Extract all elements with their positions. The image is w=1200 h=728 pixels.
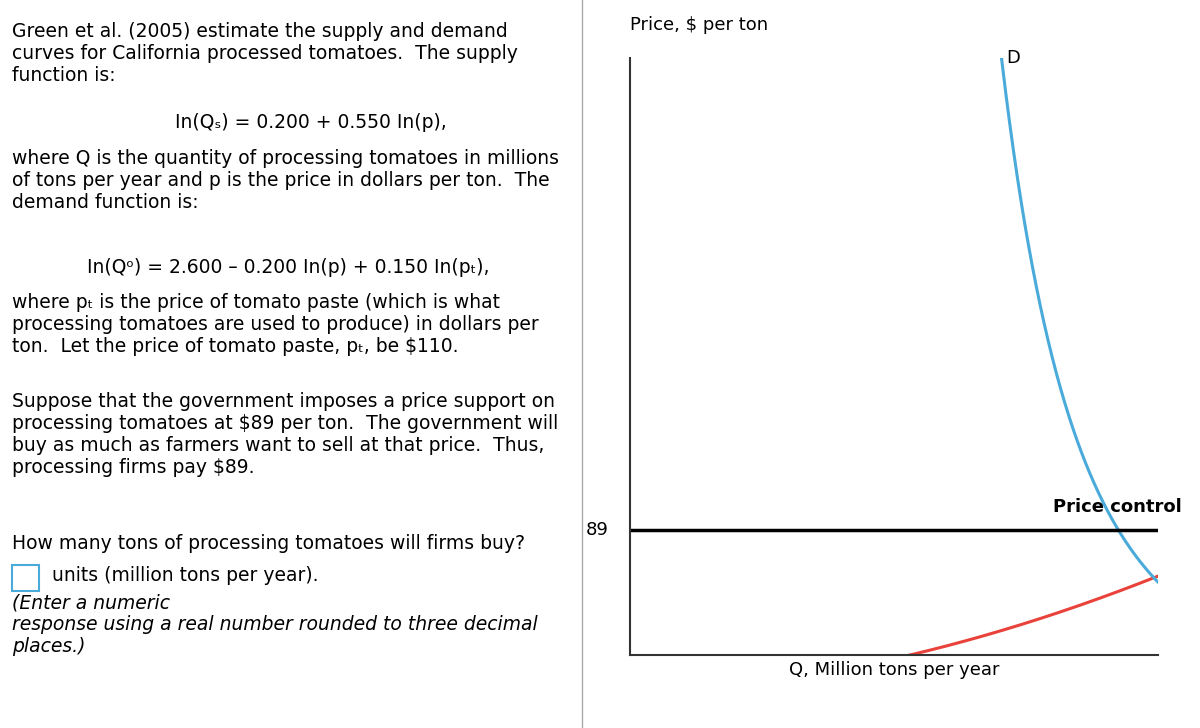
Text: where pₜ is the price of tomato paste (which is what
processing tomatoes are use: where pₜ is the price of tomato paste (w… — [12, 293, 539, 357]
Text: D: D — [1006, 50, 1020, 67]
FancyBboxPatch shape — [12, 565, 38, 591]
Text: Price, $ per ton: Price, $ per ton — [630, 16, 768, 34]
Text: In(Qᵒ) = 2.600 – 0.200 In(p) + 0.150 In(pₜ),: In(Qᵒ) = 2.600 – 0.200 In(p) + 0.150 In(… — [88, 258, 490, 277]
Text: Suppose that the government imposes a price support on
processing tomatoes at $8: Suppose that the government imposes a pr… — [12, 392, 558, 477]
Text: 89: 89 — [586, 521, 608, 539]
Text: In(Qₛ) = 0.200 + 0.550 In(p),: In(Qₛ) = 0.200 + 0.550 In(p), — [175, 113, 446, 132]
Text: Price control: Price control — [1052, 498, 1181, 516]
Text: where Q is the quantity of processing tomatoes in millions
of tons per year and : where Q is the quantity of processing to… — [12, 149, 559, 213]
Text: (Enter a numeric
response using a real number rounded to three decimal
places.): (Enter a numeric response using a real n… — [12, 593, 538, 657]
Text: units (million tons per year).: units (million tons per year). — [53, 566, 331, 585]
X-axis label: Q, Million tons per year: Q, Million tons per year — [788, 661, 1000, 678]
Text: How many tons of processing tomatoes will firms buy?: How many tons of processing tomatoes wil… — [12, 534, 524, 553]
Text: Green et al. (2005) estimate the supply and demand
curves for California process: Green et al. (2005) estimate the supply … — [12, 22, 517, 85]
